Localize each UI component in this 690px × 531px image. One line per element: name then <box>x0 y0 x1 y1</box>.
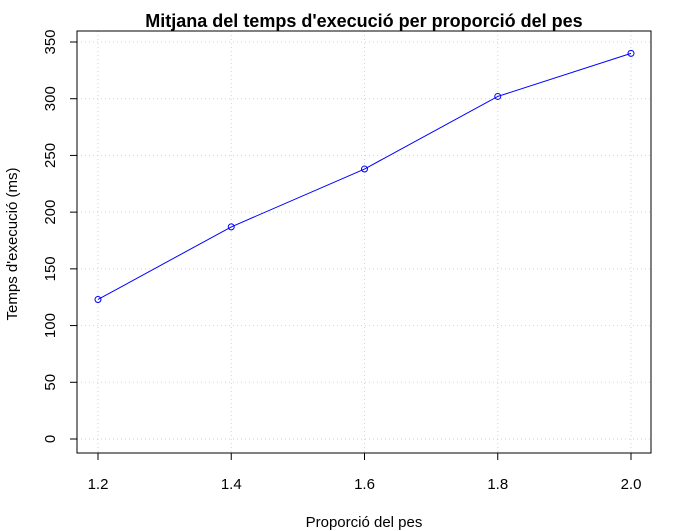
series-line <box>97 52 632 300</box>
data-point <box>361 165 368 173</box>
y-tick-label: 0 <box>42 435 59 443</box>
data-point <box>94 295 102 303</box>
series <box>94 49 635 303</box>
grid <box>77 31 651 453</box>
y-tick-label: 200 <box>42 200 59 225</box>
y-tick-label: 300 <box>42 86 59 111</box>
y-tick-label: 100 <box>42 313 59 338</box>
x-tick-label: 1.2 <box>88 476 109 493</box>
chart-title: Mitjana del temps d'execució per proporc… <box>145 11 582 31</box>
x-tick-label: 1.8 <box>487 476 508 493</box>
data-point <box>627 49 635 57</box>
plot-frame <box>76 30 652 454</box>
y-tick-label: 150 <box>42 256 59 281</box>
y-axis-label: Temps d'execució (ms) <box>4 168 21 321</box>
y-tick-label: 350 <box>42 29 59 54</box>
data-point <box>494 92 502 100</box>
x-tick-label: 1.4 <box>221 476 242 493</box>
x-axis-label: Proporció del pes <box>306 514 423 531</box>
x-tick-label: 2.0 <box>621 476 642 493</box>
x-tick-label: 1.6 <box>354 476 375 493</box>
y-tick-label: 250 <box>42 143 59 168</box>
data-point <box>227 223 235 231</box>
axes: 1.2 1.4 1.6 1.8 2.0 0 50 100 150 200 250 300 350 <box>42 29 641 493</box>
y-tick-label: 50 <box>42 374 59 391</box>
